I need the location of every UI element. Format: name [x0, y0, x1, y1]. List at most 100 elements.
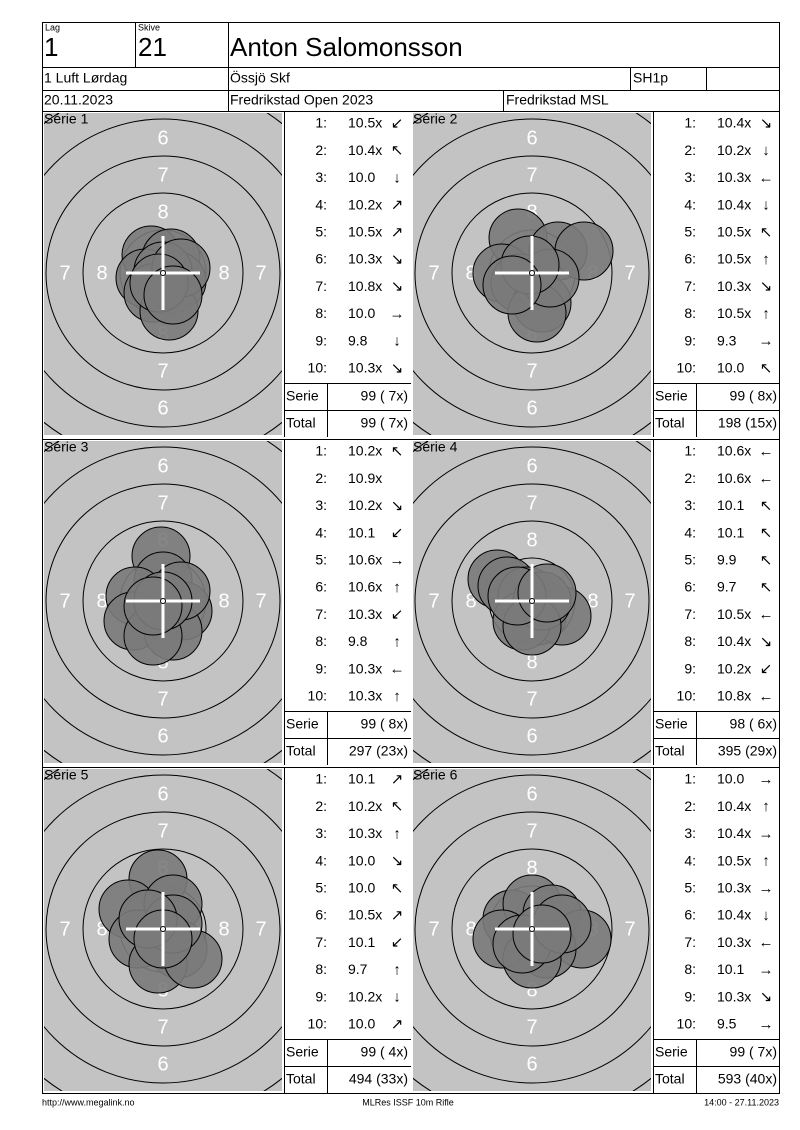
- shot-score: 10.1: [717, 497, 744, 513]
- series-title: Série 1: [44, 111, 89, 127]
- shot-direction: →: [759, 1016, 774, 1033]
- center: [160, 926, 166, 932]
- shot-number: 3:: [684, 169, 696, 185]
- total-score: 494 (33x): [349, 1071, 408, 1087]
- ring-label: 7: [428, 918, 439, 940]
- lag-label: Lag: [45, 22, 60, 32]
- shot-direction: ↖: [391, 880, 404, 897]
- shot-direction: ←: [759, 688, 774, 705]
- shot-direction: ↖: [760, 497, 773, 514]
- ring-label: 7: [624, 262, 635, 284]
- shot-number: 10:: [308, 1016, 327, 1032]
- total-label: Total: [655, 743, 685, 759]
- shot-direction: ↓: [762, 197, 770, 214]
- shot-direction: ↘: [391, 360, 404, 377]
- shot-number: 7:: [684, 606, 696, 622]
- shot-direction: ↑: [762, 251, 770, 268]
- shot-score: 10.3x: [348, 251, 382, 267]
- shot-direction: ↖: [391, 443, 404, 460]
- ring-label: 7: [526, 360, 537, 382]
- center: [160, 270, 166, 276]
- shot-direction: ↓: [762, 907, 770, 924]
- shot-direction: →: [759, 333, 774, 350]
- shot-score: 10.2x: [348, 196, 382, 212]
- shot-direction: ↗: [391, 1016, 404, 1033]
- shot-direction: ↑: [762, 853, 770, 870]
- shot-number: 2:: [315, 142, 327, 158]
- shot-direction: ↘: [760, 633, 773, 650]
- footer-program: MLRes ISSF 10m Rifle: [362, 1097, 454, 1107]
- shot-direction: →: [759, 880, 774, 897]
- shot-direction: ↖: [760, 525, 773, 542]
- lag: 1: [44, 32, 58, 62]
- shot-number: 1:: [315, 115, 327, 131]
- ring-label: 8: [465, 918, 476, 940]
- series-title: Série 5: [44, 767, 89, 783]
- shot-direction: ↘: [760, 989, 773, 1006]
- shot-direction: ↙: [760, 661, 773, 678]
- ring-label: 8: [96, 262, 107, 284]
- shot-score: 10.3x: [348, 606, 382, 622]
- shot-number: 10:: [308, 360, 327, 376]
- shot-score: 10.4x: [717, 196, 751, 212]
- total-score: 593 (40x): [718, 1071, 777, 1087]
- shot-direction: ↘: [391, 497, 404, 514]
- total-label: Total: [286, 1071, 316, 1087]
- ring-label: 7: [255, 590, 266, 612]
- shot-direction: →: [759, 961, 774, 978]
- ring-label: 7: [428, 262, 439, 284]
- shot-score: 10.5x: [348, 907, 382, 923]
- ring-label: 6: [526, 455, 537, 477]
- shot-number: 9:: [315, 660, 327, 676]
- ring: [413, 118, 651, 428]
- footer-timestamp: 14:00 - 27.11.2023: [704, 1097, 779, 1107]
- shot-score: 10.5x: [717, 251, 751, 267]
- shot-direction: ↑: [762, 798, 770, 815]
- ring-label: 8: [157, 201, 168, 223]
- ring-label: 7: [526, 820, 537, 842]
- shot-direction: ↙: [391, 115, 404, 132]
- ring-label: 7: [157, 164, 168, 186]
- shot-score: 10.5x: [717, 305, 751, 321]
- shot-score: 10.0: [348, 880, 375, 896]
- shot-score: 10.3x: [717, 278, 751, 294]
- shot-number: 9:: [315, 332, 327, 348]
- shot-direction: ↖: [391, 798, 404, 815]
- shot-score: 10.2x: [717, 660, 751, 676]
- ring-label: 8: [465, 262, 476, 284]
- ring-label: 6: [526, 1053, 537, 1075]
- shot-direction: ↓: [393, 989, 401, 1006]
- serie-score: 99 ( 7x): [361, 388, 408, 404]
- ring-label: 7: [157, 820, 168, 842]
- shot-number: 5:: [315, 224, 327, 240]
- shot-number: 6:: [315, 907, 327, 923]
- ring: [414, 811, 650, 1047]
- ring-label: 7: [59, 590, 70, 612]
- serie-score: 99 ( 8x): [361, 716, 408, 732]
- shot-score: 10.9x: [348, 470, 382, 486]
- ring-label: 6: [157, 783, 168, 805]
- ring-label: 6: [526, 725, 537, 747]
- shot-direction: ←: [759, 443, 774, 460]
- serie-score: 99 ( 4x): [361, 1044, 408, 1060]
- shot-score: 10.3x: [348, 360, 382, 376]
- shot-number: 4:: [684, 852, 696, 868]
- shot-number: 8:: [315, 633, 327, 649]
- shot-score: 10.3x: [348, 825, 382, 841]
- serie-score: 98 ( 6x): [730, 716, 777, 732]
- shot-number: 4:: [684, 196, 696, 212]
- shot-score: 10.6x: [717, 443, 751, 459]
- shot-number: 8:: [684, 633, 696, 649]
- shot-hole: [143, 265, 203, 325]
- serie-label: Serie: [655, 716, 688, 732]
- series-title: Série 4: [413, 439, 458, 455]
- total-label: Total: [655, 415, 685, 431]
- shot-number: 5:: [684, 552, 696, 568]
- shot-number: 8:: [684, 961, 696, 977]
- shot-score: 10.2x: [348, 798, 382, 814]
- skive: 21: [138, 32, 167, 62]
- total-label: Total: [655, 1071, 685, 1087]
- ring-label: 7: [59, 918, 70, 940]
